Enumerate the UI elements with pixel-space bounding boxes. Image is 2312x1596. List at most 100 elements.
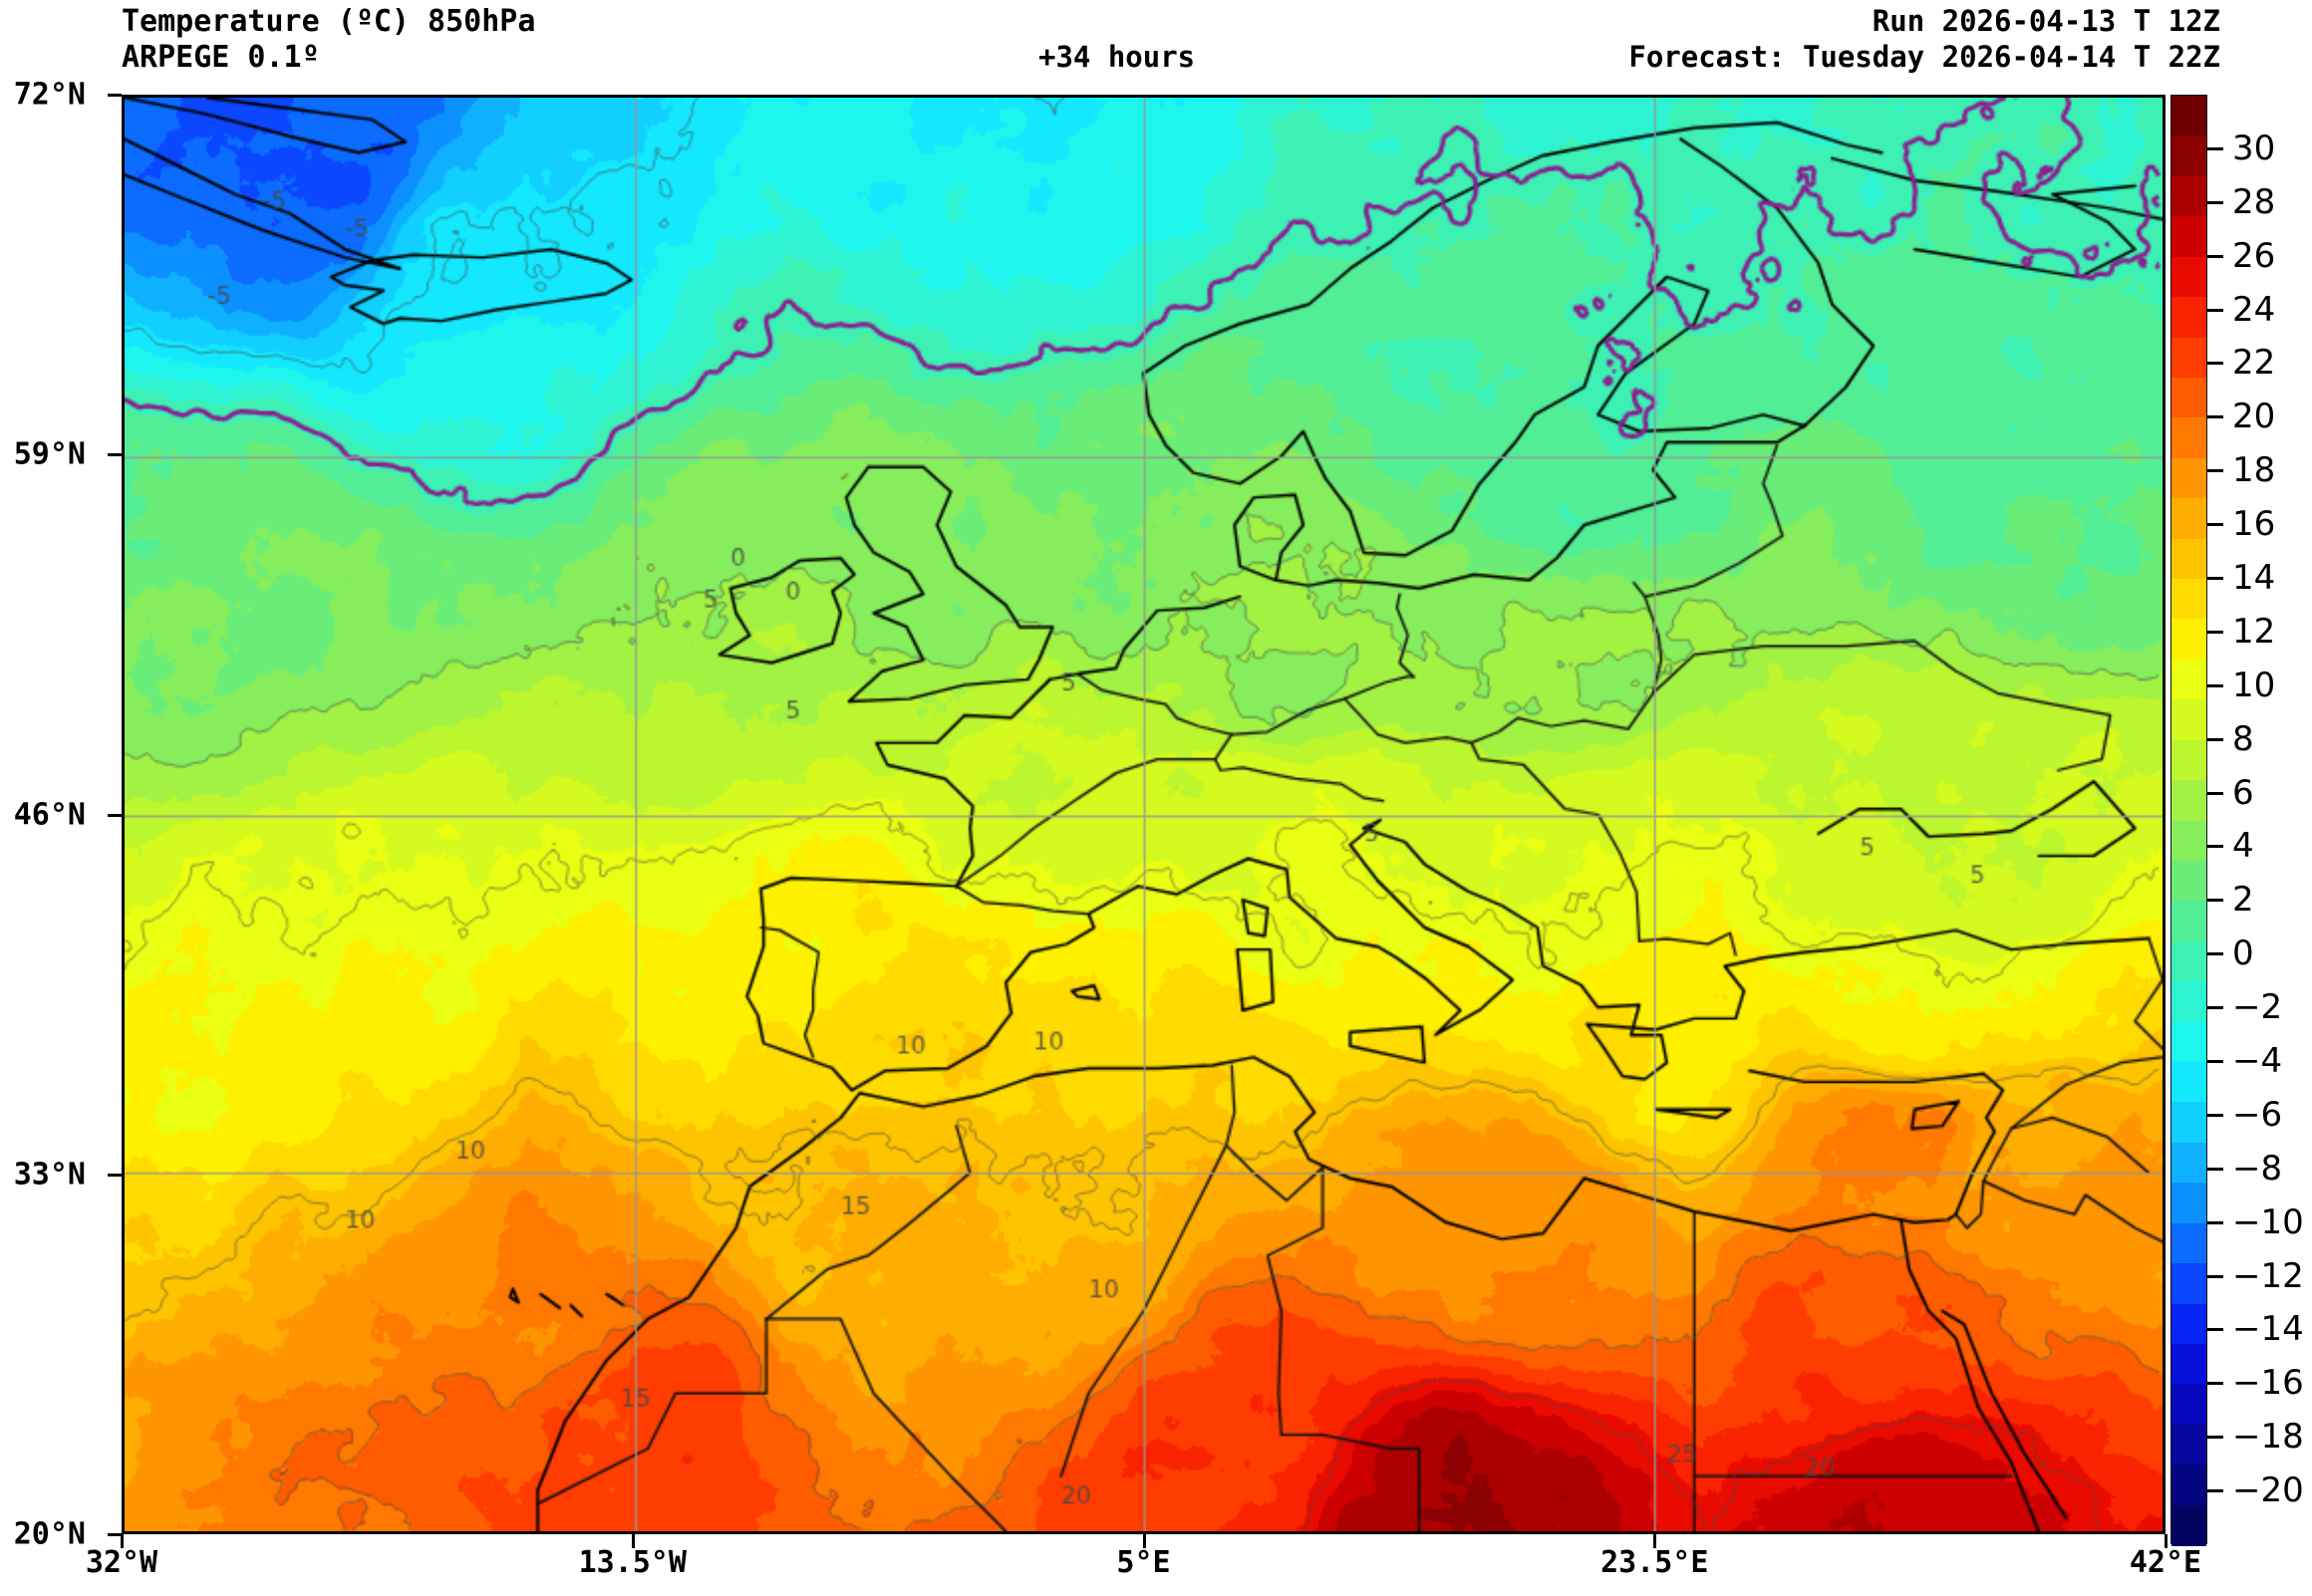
colorbar-segment — [2171, 96, 2206, 137]
colorbar-segment — [2171, 780, 2206, 822]
colorbar-segment — [2171, 1062, 2206, 1104]
colorbar-tick-mark — [2207, 146, 2223, 150]
colorbar-tick-mark — [2207, 1382, 2223, 1386]
colorbar-segment — [2171, 1464, 2206, 1506]
latitude-tick-label: 33°N — [13, 1157, 86, 1193]
longitude-tick-label: 23.5°E — [1600, 1545, 1709, 1580]
colorbar-segment — [2171, 901, 2206, 942]
colorbar-tick-label: 18 — [2232, 450, 2276, 491]
colorbar-segment — [2171, 1263, 2206, 1305]
colorbar-segment — [2171, 297, 2206, 339]
latitude-tick-label: 59°N — [13, 436, 86, 472]
colorbar-tick-label: −16 — [2232, 1363, 2304, 1404]
colorbar-tick-label: 10 — [2232, 665, 2276, 705]
colorbar-segment — [2171, 659, 2206, 700]
colorbar-tick-label: −18 — [2232, 1417, 2304, 1458]
colorbar-tick-mark — [2207, 899, 2223, 903]
colorbar-tick-mark — [2207, 1167, 2223, 1171]
colorbar-tick-mark — [2207, 1436, 2223, 1440]
colorbar-segment — [2171, 377, 2206, 419]
colorbar-tick-label: 0 — [2232, 933, 2254, 974]
colorbar-tick-label: 24 — [2232, 289, 2276, 330]
colorbar-tick-label: −2 — [2232, 987, 2283, 1028]
latitude-tick-mark — [108, 453, 122, 457]
colorbar-tick-label: 22 — [2232, 343, 2276, 384]
colorbar-segment — [2171, 1504, 2206, 1546]
colorbar-tick-mark — [2207, 1489, 2223, 1493]
latitude-tick-mark — [108, 813, 122, 817]
colorbar-segment — [2171, 1183, 2206, 1224]
colorbar-segment — [2171, 538, 2206, 580]
colorbar-segment — [2171, 820, 2206, 862]
latitude-tick-mark — [108, 1533, 122, 1536]
forecast-time-label: Forecast: Tuesday 2026-04-14 T 22Z — [1628, 40, 2220, 74]
colorbar-tick-label: 14 — [2232, 558, 2276, 598]
colorbar-tick-mark — [2207, 469, 2223, 473]
colorbar-tick-label: −14 — [2232, 1309, 2304, 1350]
colorbar-tick-label: −6 — [2232, 1094, 2283, 1135]
colorbar-tick-mark — [2207, 308, 2223, 312]
colorbar-tick-label: 20 — [2232, 397, 2276, 437]
latitude-tick-label: 46°N — [13, 797, 86, 832]
temperature-colorbar[interactable] — [2170, 95, 2207, 1546]
colorbar-segment — [2171, 135, 2206, 177]
colorbar-segment — [2171, 1343, 2206, 1386]
colorbar-tick-label: 4 — [2232, 826, 2254, 867]
forecast-hours-label: +34 hours — [1038, 40, 1196, 74]
colorbar-segment — [2171, 417, 2206, 459]
colorbar-tick-label: 2 — [2232, 880, 2254, 921]
colorbar-segment — [2171, 981, 2206, 1023]
page-title: Temperature (ºC) 850hPa — [122, 4, 536, 39]
colorbar-segment — [2171, 256, 2206, 298]
longitude-tick-label: 5°E — [1116, 1545, 1171, 1580]
colorbar-tick-mark — [2207, 1328, 2223, 1332]
colorbar-segment — [2171, 940, 2206, 982]
colorbar-tick-mark — [2207, 200, 2223, 204]
colorbar-segment — [2171, 619, 2206, 661]
longitude-tick-mark — [1653, 1534, 1657, 1548]
map-raster — [125, 98, 2163, 1531]
colorbar-tick-label: 26 — [2232, 235, 2276, 276]
colorbar-tick-mark — [2207, 523, 2223, 527]
colorbar-tick-label: −4 — [2232, 1041, 2283, 1081]
colorbar-tick-label: −10 — [2232, 1201, 2304, 1242]
temperature-map[interactable] — [122, 95, 2166, 1534]
colorbar-segment — [2171, 1303, 2206, 1345]
latitude-tick-label: 20°N — [13, 1516, 86, 1552]
colorbar-tick-mark — [2207, 630, 2223, 634]
colorbar-segment — [2171, 1384, 2206, 1426]
longitude-tick-label: 13.5°W — [578, 1545, 687, 1580]
colorbar-tick-mark — [2207, 791, 2223, 795]
colorbar-tick-mark — [2207, 362, 2223, 366]
colorbar-segment — [2171, 1021, 2206, 1063]
model-label: ARPEGE 0.1º — [122, 40, 320, 75]
colorbar-tick-mark — [2207, 415, 2223, 419]
longitude-tick-mark — [631, 1534, 635, 1548]
latitude-tick-mark — [108, 94, 122, 97]
colorbar-segment — [2171, 337, 2206, 379]
colorbar-tick-label: 30 — [2232, 128, 2276, 168]
latitude-tick-label: 72°N — [13, 77, 86, 113]
colorbar-tick-mark — [2207, 683, 2223, 687]
colorbar-segment — [2171, 1222, 2206, 1264]
latitude-tick-mark — [108, 1173, 122, 1177]
longitude-tick-mark — [1142, 1534, 1146, 1548]
longitude-tick-label: 32°W — [85, 1545, 158, 1580]
run-time-label: Run 2026-04-13 T 12Z — [1872, 4, 2220, 38]
colorbar-segment — [2171, 739, 2206, 781]
colorbar-segment — [2171, 216, 2206, 258]
colorbar-tick-mark — [2207, 1060, 2223, 1063]
colorbar-segment — [2171, 175, 2206, 217]
colorbar-tick-mark — [2207, 577, 2223, 580]
colorbar-tick-mark — [2207, 254, 2223, 258]
colorbar-segment — [2171, 1102, 2206, 1144]
colorbar-tick-mark — [2207, 845, 2223, 849]
colorbar-segment — [2171, 699, 2206, 741]
colorbar-tick-mark — [2207, 737, 2223, 741]
colorbar-tick-label: 16 — [2232, 504, 2276, 545]
colorbar-tick-mark — [2207, 1220, 2223, 1224]
colorbar-segment — [2171, 860, 2206, 903]
colorbar-segment — [2171, 579, 2206, 621]
colorbar-segment — [2171, 498, 2206, 540]
